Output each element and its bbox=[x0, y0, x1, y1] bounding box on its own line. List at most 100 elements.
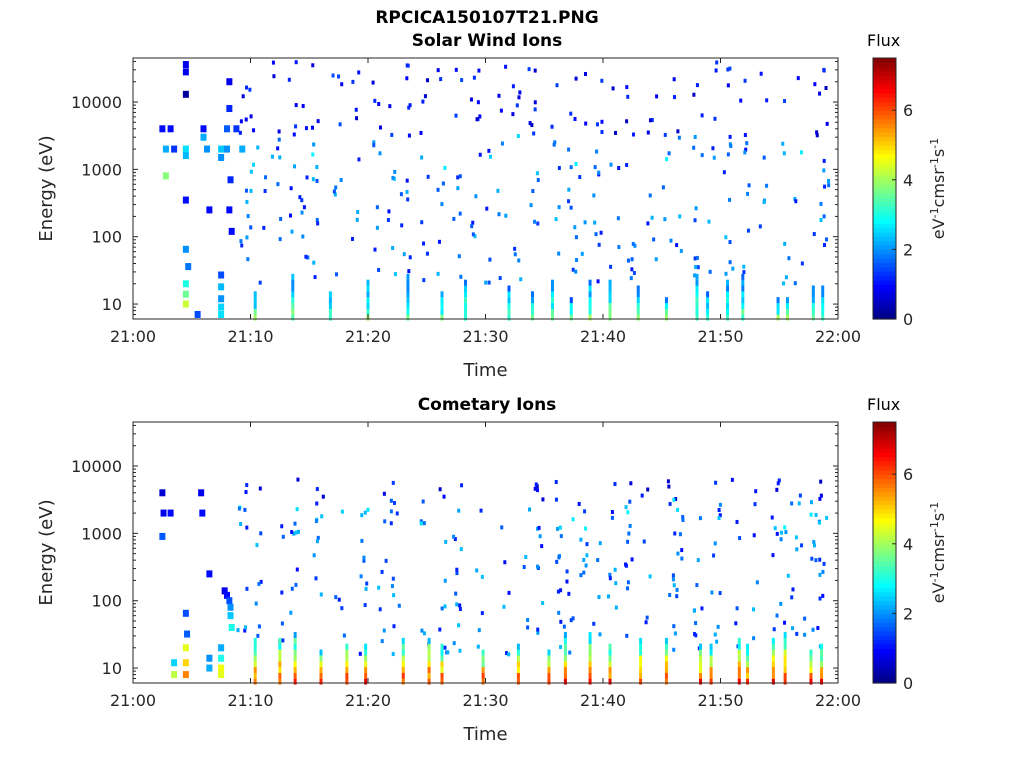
data-cell bbox=[331, 73, 335, 78]
data-cell bbox=[783, 525, 787, 530]
data-cell bbox=[253, 661, 257, 668]
colorbar-segment bbox=[873, 158, 896, 163]
data-cell bbox=[334, 595, 338, 600]
data-cell bbox=[440, 297, 444, 304]
data-cell bbox=[815, 133, 819, 138]
data-cell bbox=[278, 655, 282, 662]
data-cell bbox=[593, 165, 597, 170]
data-cell bbox=[357, 70, 361, 75]
data-cell bbox=[313, 275, 317, 280]
data-cell bbox=[319, 678, 323, 685]
data-cell bbox=[249, 169, 253, 174]
data-cell bbox=[785, 297, 789, 304]
data-cell bbox=[700, 113, 704, 118]
data-cell bbox=[639, 649, 643, 656]
data-cell bbox=[407, 133, 411, 138]
data-cell bbox=[345, 655, 349, 662]
data-cell bbox=[371, 80, 375, 85]
data-cell bbox=[389, 498, 393, 503]
data-cell bbox=[218, 303, 225, 311]
data-cell bbox=[253, 637, 257, 644]
colorbar-segment bbox=[873, 482, 896, 488]
y-tick-label: 10000 bbox=[71, 457, 122, 476]
data-cell bbox=[694, 633, 698, 638]
data-cell bbox=[608, 572, 612, 577]
data-cell bbox=[440, 661, 444, 668]
data-cell bbox=[218, 283, 225, 291]
data-cell bbox=[741, 297, 745, 304]
data-cell bbox=[822, 168, 826, 173]
data-cell bbox=[614, 581, 618, 586]
data-cell bbox=[290, 586, 294, 591]
data-cell bbox=[821, 285, 825, 292]
data-cell bbox=[559, 588, 563, 593]
data-cell bbox=[300, 198, 304, 203]
data-cell bbox=[785, 308, 789, 315]
data-cell bbox=[698, 516, 702, 521]
data-cell bbox=[531, 189, 535, 194]
data-cell bbox=[257, 624, 261, 629]
data-cell bbox=[608, 279, 612, 286]
data-cell bbox=[507, 297, 511, 304]
data-cell bbox=[401, 637, 405, 644]
data-cell bbox=[248, 87, 252, 92]
data-cell bbox=[592, 193, 596, 198]
data-cell bbox=[819, 479, 823, 484]
data-cell bbox=[596, 279, 600, 284]
data-cell bbox=[443, 578, 447, 583]
data-cell bbox=[328, 291, 332, 298]
colorbar-segment bbox=[873, 596, 896, 601]
data-cell bbox=[827, 183, 831, 188]
spectrogram-panel-0: 21:00 21:10 21:20 21:30 21:40 21:50 22:00 10 100… bbox=[36, 57, 861, 381]
data-cell bbox=[373, 98, 377, 103]
data-cell bbox=[252, 162, 256, 167]
data-cell bbox=[820, 649, 824, 656]
data-cell bbox=[809, 672, 813, 679]
data-cell bbox=[291, 308, 295, 315]
data-cell bbox=[366, 507, 370, 512]
data-cell bbox=[783, 666, 787, 673]
data-cell bbox=[557, 555, 561, 560]
colorbar-segment bbox=[873, 539, 896, 545]
data-cell bbox=[588, 314, 592, 321]
data-cell bbox=[775, 531, 779, 536]
colorbar-segment bbox=[873, 604, 896, 610]
data-cell bbox=[608, 302, 612, 309]
data-cell bbox=[314, 576, 318, 581]
data-cell bbox=[218, 153, 225, 161]
data-cell bbox=[673, 531, 677, 536]
data-cell bbox=[556, 589, 560, 594]
data-cell bbox=[600, 78, 604, 83]
data-cell bbox=[583, 71, 587, 76]
data-cell bbox=[516, 678, 520, 685]
data-cell bbox=[293, 666, 297, 673]
data-cell bbox=[787, 256, 791, 261]
colorbar-segment bbox=[873, 223, 896, 229]
data-cell bbox=[731, 266, 735, 271]
colorbar-segment bbox=[873, 297, 896, 303]
data-cell bbox=[481, 672, 485, 679]
data-cell bbox=[639, 643, 643, 650]
data-cell bbox=[728, 197, 732, 202]
data-cell bbox=[608, 678, 612, 685]
colorbar-segment bbox=[873, 288, 896, 294]
colorbar-segment bbox=[873, 522, 896, 527]
data-cell bbox=[629, 276, 633, 281]
data-cell bbox=[420, 628, 424, 633]
data-cell bbox=[314, 519, 318, 524]
colorbar-segment bbox=[873, 565, 896, 571]
data-cell bbox=[458, 607, 462, 612]
data-cell bbox=[631, 132, 635, 137]
data-cell bbox=[419, 519, 423, 524]
data-cell bbox=[794, 535, 798, 540]
data-cell bbox=[391, 576, 395, 581]
data-cell bbox=[516, 643, 520, 650]
y-tick-label: 10000 bbox=[71, 93, 122, 112]
data-cell bbox=[233, 125, 240, 133]
data-cell bbox=[319, 592, 323, 597]
data-cell bbox=[293, 521, 297, 526]
data-cell bbox=[256, 633, 260, 638]
data-cell bbox=[737, 637, 741, 644]
data-cell bbox=[478, 152, 482, 157]
data-cell bbox=[770, 515, 774, 520]
